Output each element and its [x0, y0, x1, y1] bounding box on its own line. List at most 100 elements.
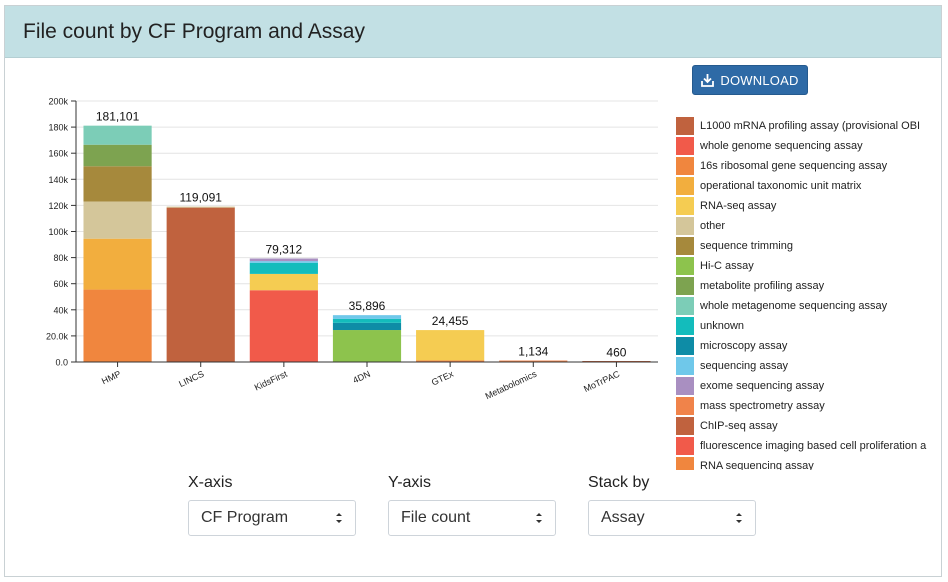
legend-item: L1000 mRNA profiling assay (provisional … — [676, 116, 920, 136]
legend-label: RNA-seq assay — [700, 200, 777, 212]
bar-segment — [332, 318, 402, 323]
y-tick-label: 60k — [53, 279, 68, 289]
legend-item: fluorescence imaging based cell prolifer… — [676, 436, 926, 456]
legend-swatch — [676, 457, 694, 470]
x-tick-label: GTEx — [430, 369, 456, 388]
bar-segment — [416, 360, 485, 362]
bar-segment — [249, 261, 318, 263]
legend-swatch — [676, 317, 694, 335]
y-axis-select[interactable]: File count — [388, 500, 556, 536]
legend-swatch — [676, 357, 694, 375]
legend-swatch — [676, 137, 694, 155]
legend-label: RNA sequencing assay — [700, 460, 814, 470]
legend-item: RNA sequencing assay — [676, 456, 814, 470]
bar-segment — [499, 360, 568, 362]
legend-swatch — [676, 397, 694, 415]
stack-by-select-value: Assay — [601, 509, 645, 526]
bar-segment — [332, 330, 402, 362]
x-tick-label: LINCS — [177, 369, 205, 389]
legend-item: sequencing assay — [676, 356, 788, 376]
legend-swatch — [676, 277, 694, 295]
card-header: File count by CF Program and Assay — [5, 6, 941, 58]
bar-segment — [416, 330, 485, 361]
legend-item: Hi-C assay — [676, 256, 754, 276]
legend-swatch — [676, 117, 694, 135]
select-caret-icon — [536, 513, 542, 523]
legend-item: mass spectrometry assay — [676, 396, 825, 416]
download-icon — [701, 73, 715, 87]
bar-total-label: 24,455 — [432, 314, 469, 328]
legend-item: ChIP-seq assay — [676, 416, 778, 436]
legend-label: other — [700, 220, 726, 232]
y-tick-label: 120k — [48, 201, 68, 211]
bar-segment — [249, 273, 318, 291]
legend-swatch — [676, 237, 694, 255]
bar-segment — [249, 290, 318, 362]
legend-item: RNA-seq assay — [676, 196, 776, 216]
legend-swatch — [676, 377, 694, 395]
y-tick-label: 40k — [53, 305, 68, 315]
x-tick-label: Metabolomics — [484, 369, 539, 402]
y-tick-label: 180k — [48, 123, 68, 133]
x-axis-select-value: CF Program — [201, 509, 289, 526]
bar-segment — [83, 238, 152, 290]
bar-total-label: 460 — [606, 345, 626, 359]
x-axis-select[interactable]: CF Program — [188, 500, 356, 536]
y-tick-label: 140k — [48, 175, 68, 185]
legend-swatch — [676, 217, 694, 235]
bar-segment — [332, 315, 402, 319]
legend-label: sequencing assay — [700, 360, 789, 372]
legend-swatch — [676, 177, 694, 195]
legend-item: unknown — [676, 316, 744, 336]
chart-card: File count by CF Program and Assay — [4, 5, 942, 577]
legend-item: whole metagenome sequencing assay — [676, 296, 887, 316]
bar-total-label: 79,312 — [266, 242, 303, 256]
y-tick-label: 100k — [48, 227, 68, 237]
select-caret-icon — [336, 513, 342, 523]
bar-total-label: 119,091 — [179, 191, 222, 205]
bar-segment — [166, 207, 235, 362]
select-caret-icon — [736, 513, 742, 523]
bar-total-label: 181,101 — [96, 110, 140, 124]
legend-swatch — [676, 157, 694, 175]
legend-label: operational taxonomic unit matrix — [700, 180, 862, 192]
y-tick-label: 160k — [48, 149, 68, 159]
bar-total-label: 1,134 — [518, 345, 548, 359]
y-axis-label: Y-axis — [388, 474, 431, 491]
legend-label: L1000 mRNA profiling assay (provisional … — [700, 120, 921, 132]
bar-segment — [83, 166, 152, 202]
legend-swatch — [676, 257, 694, 275]
legend-label: 16s ribosomal gene sequencing assay — [700, 160, 888, 172]
bar-segment — [249, 262, 318, 274]
x-tick-label: HMP — [100, 369, 122, 387]
legend-item: 16s ribosomal gene sequencing assay — [676, 156, 887, 176]
card-title: File count by CF Program and Assay — [23, 20, 365, 43]
legend-label: ChIP-seq assay — [700, 420, 778, 432]
bar-segment — [83, 289, 152, 362]
download-label: DOWNLOAD — [720, 72, 799, 88]
legend-swatch — [676, 417, 694, 435]
legend-label: exome sequencing assay — [700, 380, 825, 392]
bar-segment — [249, 258, 318, 262]
bar-segment — [332, 322, 402, 331]
legend-label: Hi-C assay — [700, 260, 754, 272]
legend-label: fluorescence imaging based cell prolifer… — [700, 440, 927, 452]
legend-swatch — [676, 197, 694, 215]
y-tick-label: 80k — [53, 253, 68, 263]
download-button[interactable]: DOWNLOAD — [692, 65, 808, 95]
x-tick-label: MoTrPAC — [582, 369, 622, 395]
bar-segment — [83, 201, 152, 239]
bar-segment — [166, 206, 235, 208]
legend-label: sequence trimming — [700, 240, 793, 252]
legend-label: microscopy assay — [700, 340, 788, 352]
legend-item: operational taxonomic unit matrix — [676, 176, 861, 196]
x-axis-label: X-axis — [188, 474, 233, 491]
legend-label: mass spectrometry assay — [700, 400, 825, 412]
legend-swatch — [676, 437, 694, 455]
legend-label: unknown — [700, 320, 745, 332]
legend-item: microscopy assay — [676, 336, 787, 356]
y-tick-label: 200k — [48, 97, 68, 107]
legend-item: other — [676, 216, 725, 236]
stack-by-select[interactable]: Assay — [588, 500, 756, 536]
